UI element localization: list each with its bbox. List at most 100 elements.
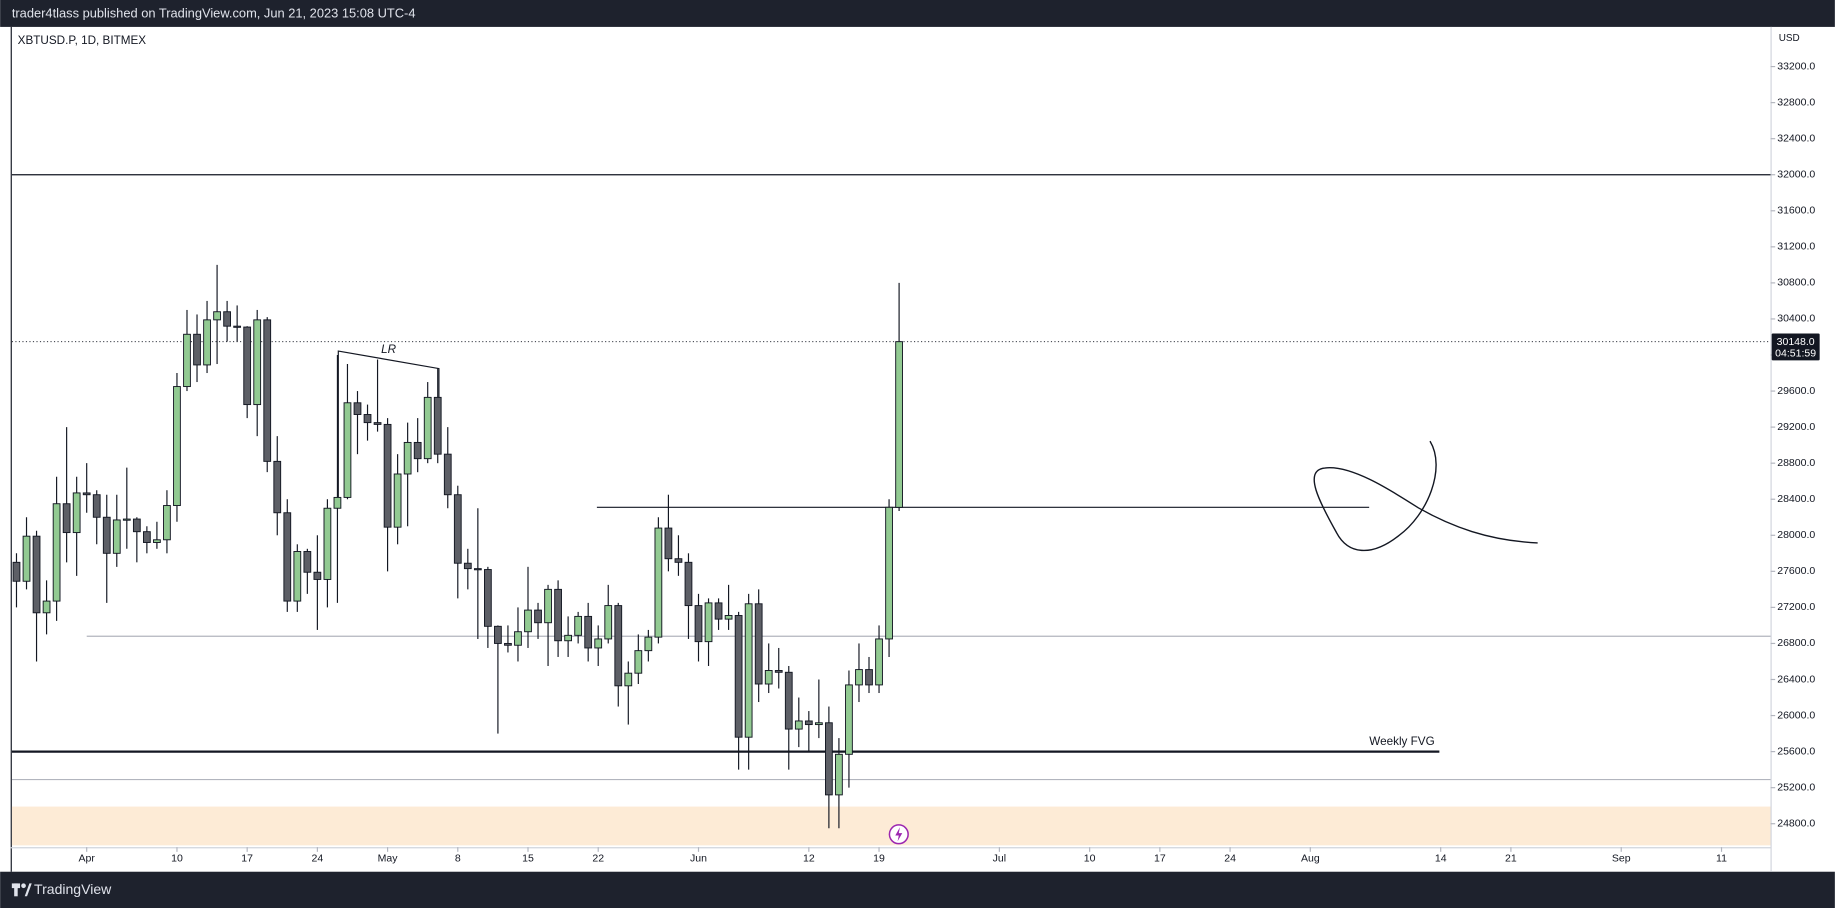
candle-body — [173, 386, 181, 507]
x-tick-label: 17 — [241, 853, 253, 865]
candle-body — [624, 672, 633, 687]
candle-body — [403, 441, 412, 475]
candle-body — [433, 396, 442, 455]
candle-body — [614, 605, 623, 687]
y-tick-label: 33200.0 — [1777, 60, 1815, 72]
y-tick-label: 30400.0 — [1777, 313, 1815, 325]
candle-body — [865, 669, 873, 686]
candle-body — [734, 615, 743, 738]
candle-body — [193, 333, 201, 366]
x-tick-label: 22 — [592, 853, 604, 865]
symbol-label: XBTUSD.P, 1D, BITMEX — [18, 34, 147, 47]
header-text: trader4tlass published on TradingView.co… — [12, 5, 416, 20]
y-tick-label: 32000.0 — [1777, 169, 1815, 181]
candle-body — [514, 631, 522, 646]
x-tick-label: May — [378, 853, 399, 865]
candle-body — [463, 562, 472, 570]
y-tick-label: 26000.0 — [1777, 709, 1815, 721]
candle-body — [634, 650, 643, 674]
candle-body — [744, 603, 753, 738]
footer-bar — [0, 871, 1835, 908]
candle-body — [373, 422, 382, 425]
candle-body — [784, 671, 793, 730]
y-tick-label: 28000.0 — [1777, 529, 1815, 541]
x-tick-label: 24 — [1224, 853, 1236, 865]
x-tick-label: 10 — [171, 853, 183, 865]
candle-body — [644, 636, 653, 652]
candle-body — [835, 753, 843, 796]
candle-body — [72, 492, 81, 534]
y-tick-label: 32400.0 — [1777, 132, 1815, 144]
candle-body — [724, 615, 733, 620]
y-tick-label: 25600.0 — [1777, 745, 1815, 757]
candle-body — [875, 638, 883, 686]
last-price-box — [1771, 333, 1820, 361]
candle-body — [564, 634, 572, 642]
y-tick-label: 28400.0 — [1777, 493, 1815, 505]
candle-body — [684, 561, 693, 607]
candle-body — [413, 441, 422, 460]
y-tick-label: 26400.0 — [1777, 673, 1815, 685]
candle-body — [895, 341, 903, 508]
x-tick-label: 11 — [1716, 853, 1727, 865]
candle-body — [393, 473, 402, 528]
header-bar — [0, 0, 1835, 27]
event-icon[interactable] — [888, 824, 909, 845]
x-tick-label: 12 — [803, 853, 815, 865]
y-tick-label: 32800.0 — [1777, 96, 1815, 108]
x-tick-label: 14 — [1435, 853, 1447, 865]
y-tick-label: 25200.0 — [1777, 781, 1815, 793]
x-tick-label: Sep — [1612, 853, 1631, 865]
y-tick-label: 29200.0 — [1777, 421, 1815, 433]
candle-body — [804, 720, 813, 726]
x-tick-label: 24 — [312, 853, 324, 865]
candle-body — [283, 512, 292, 602]
candle-body — [774, 670, 783, 673]
candle-body — [343, 402, 352, 498]
candle-body — [243, 326, 252, 406]
candle-body — [845, 684, 853, 755]
candle-body — [323, 507, 332, 580]
last-price-label: 30148.0 — [1777, 336, 1815, 348]
candle-body — [714, 602, 723, 620]
candle-body — [132, 518, 141, 533]
candle-body — [453, 494, 462, 564]
candle-body — [263, 319, 272, 462]
candle-body — [594, 638, 603, 649]
x-tick-label: 17 — [1154, 853, 1166, 865]
candle-body — [293, 551, 302, 602]
candle-body — [814, 722, 823, 726]
y-tick-label: 27600.0 — [1777, 565, 1815, 577]
x-tick-label: 10 — [1084, 853, 1096, 865]
candle-body — [855, 669, 863, 686]
candle-body — [163, 505, 171, 541]
candle-body — [494, 625, 502, 644]
footer-logo — [11, 883, 32, 897]
candle-body — [32, 535, 41, 614]
x-tick-label: Jun — [690, 853, 707, 865]
candle-body — [112, 519, 121, 554]
candle-body — [534, 609, 542, 624]
candle-body — [333, 496, 342, 509]
candle-body — [694, 605, 703, 643]
candle-body — [142, 531, 151, 543]
candle-body — [754, 603, 763, 685]
candle-body — [423, 396, 432, 460]
candle-body — [443, 453, 452, 496]
candle-body — [654, 527, 663, 638]
candle-body — [885, 506, 893, 640]
candle-body — [102, 516, 111, 554]
annotation-lr: LR — [381, 343, 397, 356]
y-tick-label: 29600.0 — [1777, 385, 1815, 397]
candle-body — [794, 720, 803, 730]
x-tick-label: 15 — [522, 853, 534, 865]
x-tick-label: Aug — [1301, 853, 1320, 865]
candle-body — [554, 588, 562, 642]
candle-body — [383, 423, 392, 528]
candle-body — [363, 414, 372, 424]
candle-body — [203, 319, 211, 366]
x-tick-label: 21 — [1505, 853, 1517, 865]
candle-body — [504, 642, 512, 646]
